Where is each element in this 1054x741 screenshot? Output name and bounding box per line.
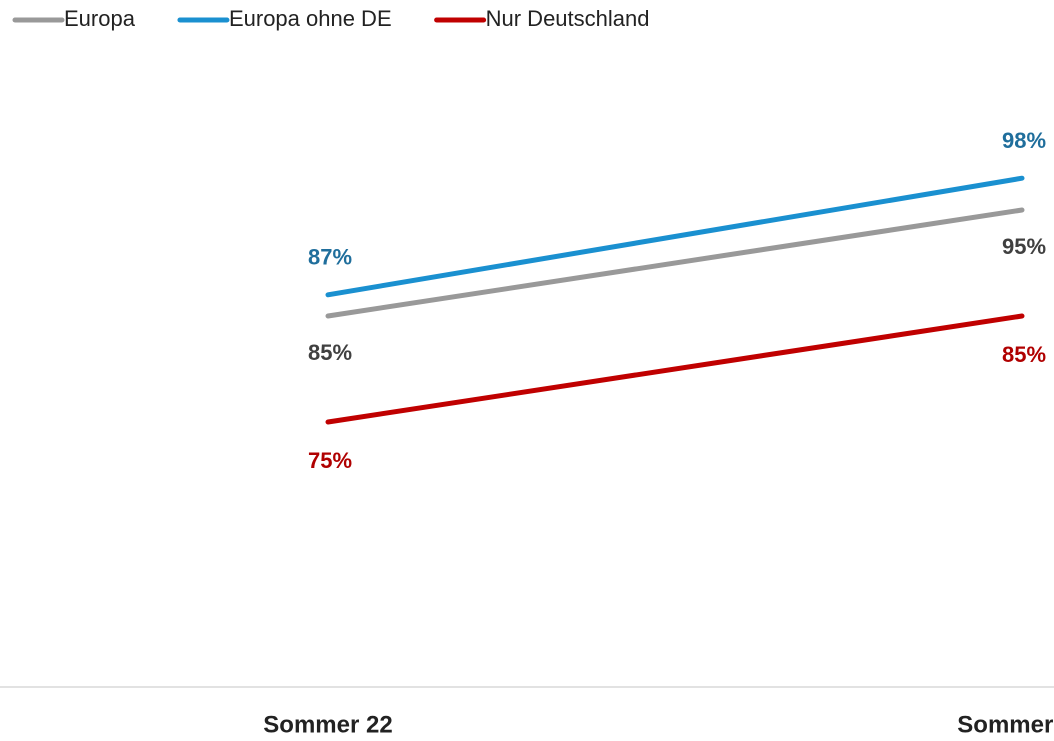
data-label: 95% [1002,234,1046,259]
series-line [325,175,1025,298]
series-line [325,313,1025,425]
legend-label: Europa ohne DE [229,6,392,31]
data-label: 98% [1002,128,1046,153]
data-label: 85% [1002,342,1046,367]
data-label: 87% [308,245,352,270]
x-tick-label: Sommer 23 [957,711,1054,738]
data-label: 75% [308,448,352,473]
legend-label: Europa [64,6,136,31]
series-line [325,207,1025,319]
x-tick-label: Sommer 22 [263,711,392,738]
data-label: 85% [308,340,352,365]
legend-label: Nur Deutschland [486,6,650,31]
